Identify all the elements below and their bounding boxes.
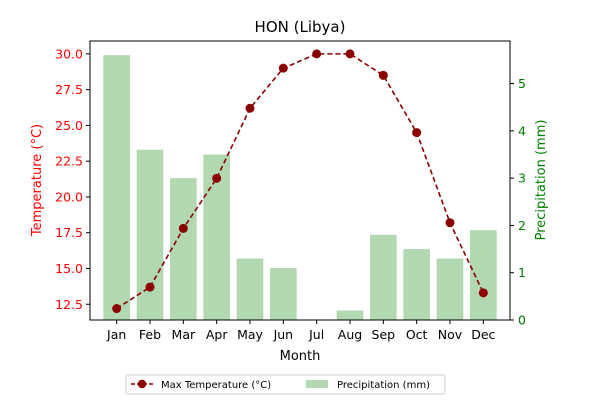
- x-axis: Jan Feb Mar Apr May Jun Jul Aug Sep Oct Nov Dec: [106, 320, 496, 342]
- temp-point-jun: [278, 63, 288, 73]
- precip-bar-oct: [403, 249, 430, 320]
- left-tick-label: 27.5: [55, 82, 83, 97]
- legend-temperature-label: Max Temperature (°C): [161, 380, 271, 391]
- x-tick-label-apr: Apr: [206, 327, 228, 342]
- precip-bar-aug: [336, 310, 364, 320]
- x-tick-label-oct: Oct: [406, 327, 428, 342]
- temp-point-oct: [412, 128, 422, 138]
- precip-bar-may: [236, 258, 264, 320]
- legend-precipitation-label: Precipitation (mm): [337, 380, 430, 391]
- temperature-line-path: [116, 53, 485, 310]
- legend: Max Temperature (°C) Precipitation (mm): [125, 374, 446, 395]
- precip-bar-jan: [103, 55, 130, 321]
- left-tick-label: 30.0: [55, 46, 83, 61]
- right-tick-label: 5: [518, 76, 526, 91]
- x-tick-label-aug: Aug: [338, 327, 362, 342]
- right-tick-label: 1: [518, 265, 526, 280]
- left-y-axis: 12.5 15.0 17.5 20.0 22.5 25.0 27.5 30.0: [55, 46, 90, 312]
- precip-bar-jun: [270, 267, 297, 320]
- left-tick-label: 22.5: [55, 154, 83, 169]
- precip-bar-mar: [170, 178, 197, 320]
- legend-box: [125, 374, 446, 395]
- legend-marker-swatch: [137, 379, 147, 389]
- temp-point-jul: [312, 49, 322, 59]
- chart-title: HON (Libya): [255, 18, 346, 36]
- x-tick-label-jan: Jan: [106, 327, 126, 342]
- x-tick-label-jun: Jun: [273, 327, 294, 342]
- x-tick-label-nov: Nov: [438, 327, 463, 342]
- temp-point-nov: [445, 218, 455, 228]
- left-tick-label: 12.5: [55, 297, 83, 312]
- right-tick-label: 3: [518, 171, 526, 186]
- right-tick-label: 0: [518, 313, 526, 328]
- x-tick-label-jul: Jul: [308, 327, 324, 342]
- temp-point-may: [245, 103, 255, 113]
- x-tick-label-sep: Sep: [372, 327, 396, 342]
- x-tick-label-may: May: [237, 327, 263, 342]
- x-axis-label: Month: [280, 349, 321, 364]
- left-tick-label: 20.0: [55, 189, 83, 204]
- temp-point-aug: [345, 49, 355, 59]
- temp-point-jan: [112, 304, 122, 314]
- temp-point-sep: [378, 70, 388, 80]
- right-axis-label: Precipitation (mm): [534, 120, 549, 241]
- left-tick-label: 25.0: [55, 118, 83, 133]
- temp-point-feb: [145, 282, 155, 292]
- temp-point-apr: [212, 173, 222, 183]
- temp-point-mar: [178, 223, 188, 233]
- temperature-line: [112, 49, 488, 314]
- legend-bar-swatch: [306, 380, 328, 388]
- right-y-axis: 0 1 2 3 4 5: [510, 76, 526, 328]
- left-tick-label: 17.5: [55, 225, 83, 240]
- plot-frame: [89, 40, 511, 321]
- left-tick-label: 15.0: [55, 261, 83, 276]
- precip-bar-sep: [370, 234, 397, 320]
- x-tick-label-dec: Dec: [471, 327, 495, 342]
- right-tick-label: 4: [518, 123, 526, 138]
- precip-bar-nov: [436, 258, 464, 320]
- x-tick-label-feb: Feb: [139, 327, 161, 342]
- temp-point-dec: [478, 288, 488, 298]
- left-axis-label: Temperature (°C): [30, 124, 45, 237]
- precip-bar-dec: [470, 230, 497, 320]
- x-tick-label-mar: Mar: [172, 327, 196, 342]
- precip-bar-feb: [136, 149, 164, 320]
- right-tick-label: 2: [518, 218, 526, 233]
